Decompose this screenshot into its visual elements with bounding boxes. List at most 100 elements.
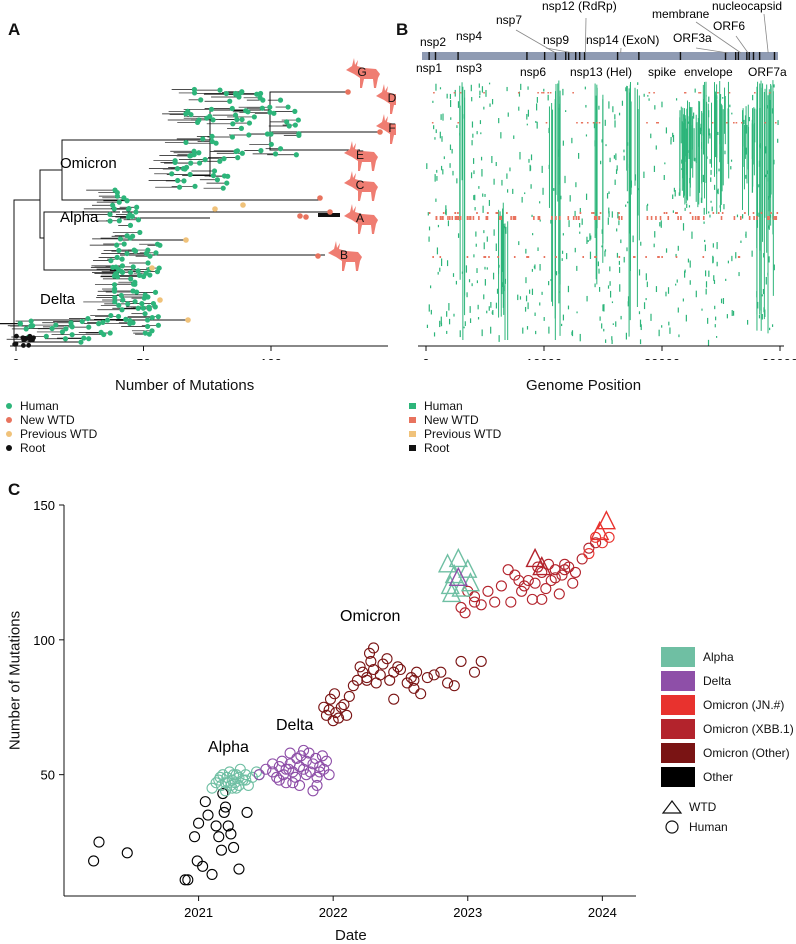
mutation-cell [695, 89, 696, 93]
wtd-mutation [777, 212, 779, 214]
point-human [503, 565, 513, 575]
wtd-mutation [582, 122, 584, 124]
wtd-mutation [447, 216, 449, 220]
mutation-cell [678, 334, 679, 337]
mutation-cell [681, 160, 682, 164]
mutation-cell [679, 188, 680, 192]
tree-tip-human [117, 218, 122, 223]
mutation-cell [619, 284, 620, 291]
mutation-cell [766, 105, 767, 108]
mutation-cell [524, 192, 525, 194]
mutation-cell [647, 95, 648, 97]
mutation-cell [566, 253, 567, 259]
wtd-mutation [599, 122, 601, 124]
host-legend: WTD Human [661, 797, 728, 837]
wtd-mutation [596, 122, 598, 124]
mutation-cell [752, 251, 753, 257]
tree-tip-human [143, 330, 148, 335]
mutation-cell [716, 336, 717, 338]
mutation-cell [479, 91, 480, 95]
mutation-cell [604, 251, 605, 257]
tree-tip-human [80, 319, 85, 324]
point-human [221, 802, 231, 812]
mutation-cell [563, 315, 564, 321]
mutation-cell [436, 129, 437, 133]
mutation-cell [773, 160, 774, 165]
mutation-cell [493, 273, 494, 280]
mutation-cell [683, 223, 684, 230]
mutation-cell [428, 212, 429, 215]
tree-tip-human [183, 140, 188, 145]
wtd-mutation [666, 212, 668, 214]
tree-tip-human [123, 317, 128, 322]
mutation-cell [441, 323, 442, 327]
mutation-cell [717, 132, 718, 135]
mutation-cell [656, 286, 657, 292]
mutation-cell [619, 261, 620, 265]
point-human [344, 691, 354, 701]
mutation-cell [472, 283, 473, 286]
point-human [261, 764, 271, 774]
mutation-cell [496, 303, 497, 309]
tree-tip-human [183, 111, 188, 116]
tree-tip-root [14, 334, 19, 339]
mutation-cell [689, 205, 690, 207]
mutation-matrix [426, 80, 778, 346]
tree-tip-human [116, 248, 121, 253]
mutation-cell [536, 103, 537, 110]
tree-tip-human [151, 301, 156, 306]
mutation-cell [675, 190, 676, 196]
mutation-cell [709, 215, 710, 218]
mutation-cell [548, 281, 549, 285]
wtd-mutation [660, 216, 662, 220]
mutation-cell [470, 306, 471, 313]
wtd-mutation [541, 92, 543, 94]
tree-tip-human [200, 136, 205, 141]
tree-tip-human [156, 323, 161, 328]
genome-bar [422, 52, 778, 60]
clade-label-omicron: Omicron [60, 155, 117, 172]
point-human [568, 578, 578, 588]
mutation-cell [481, 157, 482, 161]
tree-tip-human [107, 212, 112, 217]
tree-tip-human [287, 123, 292, 128]
lineage-legend-item: Other [661, 765, 794, 789]
tree-tip-human [230, 121, 235, 126]
mutation-cell [568, 306, 569, 310]
wtd-mutation [661, 256, 663, 258]
tree-legend-item: Human [0, 399, 97, 413]
tree-tip-human [63, 336, 68, 341]
tree-tip-human [108, 218, 113, 223]
wtd-mutation [573, 216, 575, 220]
mutation-cell [427, 325, 428, 328]
mutation-cell [612, 340, 613, 344]
mutation-cell [607, 193, 608, 198]
tree-tick-label: 50 [136, 356, 150, 360]
tree-tip-wtd [377, 129, 383, 135]
mutation-cell [594, 283, 595, 287]
mutation-cell [447, 260, 448, 266]
mutation-cell [708, 271, 709, 277]
wtd-mutation [510, 216, 512, 220]
mutation-cell [549, 165, 550, 169]
mutation-cell [612, 211, 613, 217]
mutation-cell [699, 133, 700, 137]
mutation-cell [539, 264, 540, 271]
tree-tip-wtd [317, 195, 323, 201]
mutation-cell [434, 137, 435, 140]
lineage-legend-item: Delta [661, 669, 794, 693]
wtd-mutation [497, 256, 499, 258]
mutation-cell [705, 245, 706, 252]
mutation-cell [641, 324, 642, 330]
tree-tip-human [142, 296, 147, 301]
wtd-mutation [618, 212, 620, 214]
point-human [530, 578, 540, 588]
tree-tip-human [188, 112, 193, 117]
point-human [180, 875, 190, 885]
gene-label-top: nsp2 [420, 35, 446, 49]
mutation-cell [429, 304, 430, 311]
tree-tip-human [85, 316, 90, 321]
deer-label: G [357, 65, 366, 79]
wtd-mutation [436, 216, 438, 220]
